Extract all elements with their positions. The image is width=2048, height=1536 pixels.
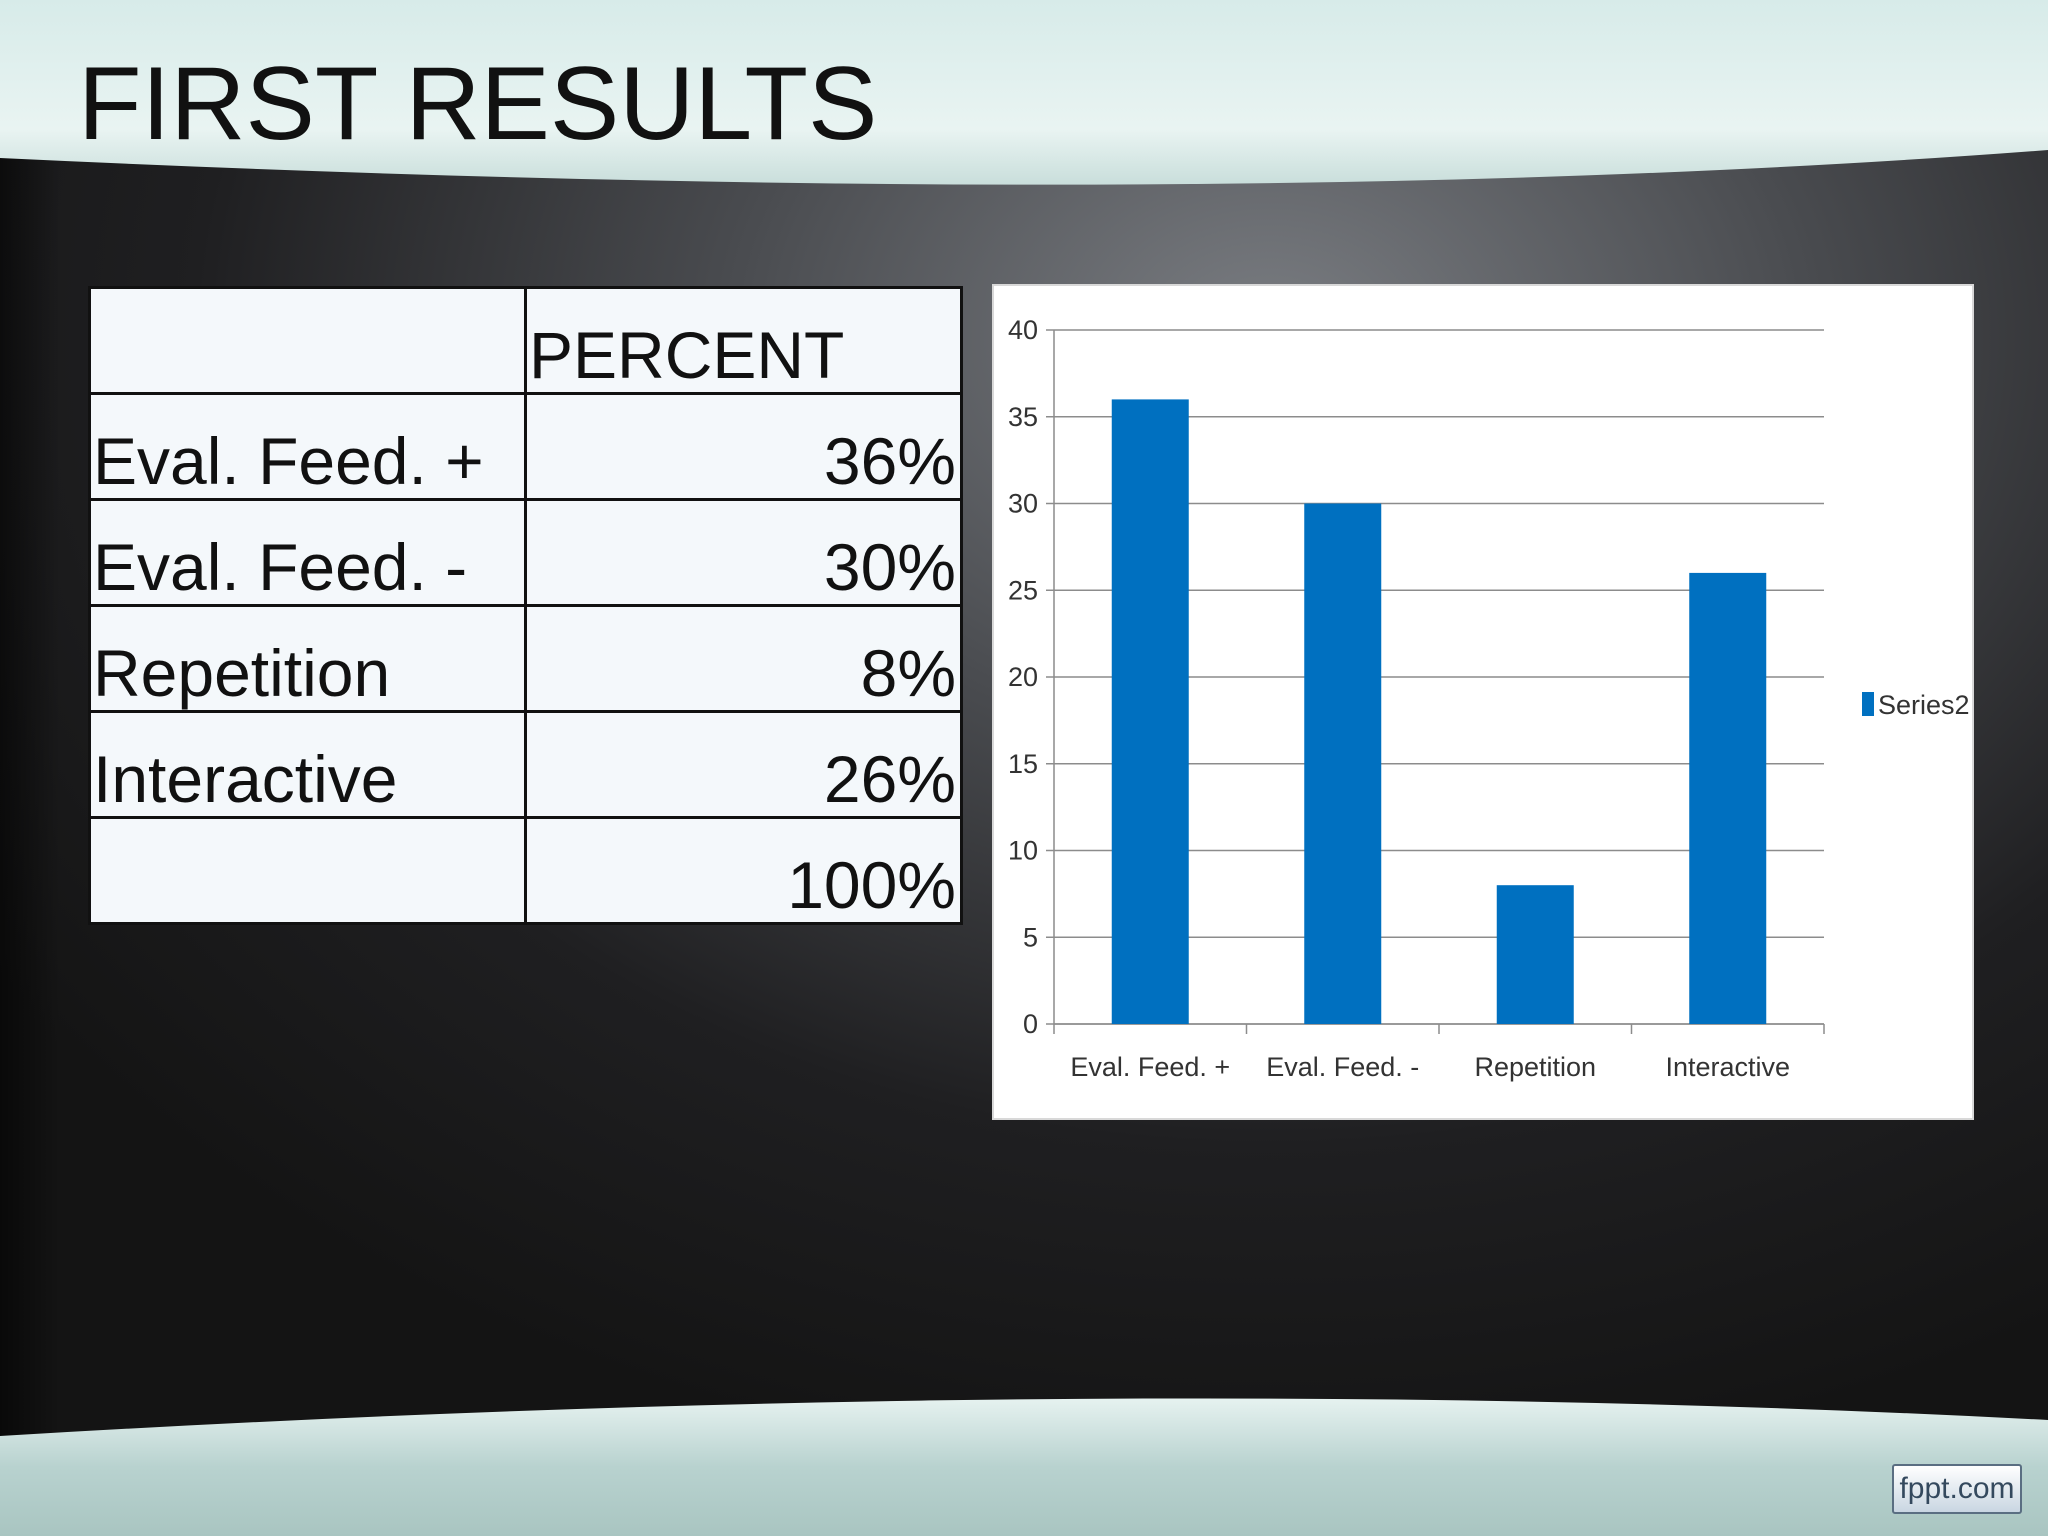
y-tick-label: 25 [1008, 575, 1038, 605]
table-row: Interactive 26% [88, 710, 963, 819]
table-header-row: PERCENT [88, 286, 963, 395]
bar [1111, 399, 1189, 1024]
table-row-value: 30% [524, 498, 963, 607]
legend-swatch [1862, 692, 1874, 716]
table-total-row: 100% [88, 816, 963, 925]
fppt-watermark: fppt.com [1892, 1464, 2022, 1514]
table-row: Repetition 8% [88, 604, 963, 713]
y-tick-label: 5 [1023, 922, 1038, 952]
results-table: PERCENT Eval. Feed. + 36% Eval. Feed. - … [88, 286, 963, 925]
table-total-value: 100% [524, 816, 963, 925]
y-tick-label: 10 [1008, 836, 1038, 866]
x-category-label: Interactive [1665, 1052, 1790, 1082]
table-row: Eval. Feed. - 30% [88, 498, 963, 607]
table-row-label: Eval. Feed. - [88, 498, 527, 607]
table-header-cell [88, 286, 527, 395]
table-row-label: Eval. Feed. + [88, 392, 527, 501]
y-tick-label: 0 [1023, 1009, 1038, 1039]
bar [1496, 885, 1574, 1024]
bar [1689, 572, 1767, 1024]
legend-label: Series2 [1878, 690, 1970, 720]
y-tick-label: 35 [1008, 402, 1038, 432]
y-tick-label: 15 [1008, 749, 1038, 779]
slide-title: FIRST RESULTS [78, 46, 878, 162]
y-tick-label: 40 [1008, 315, 1038, 345]
table-total-label [88, 816, 527, 925]
bar [1304, 503, 1382, 1024]
table-row-value: 8% [524, 604, 963, 713]
x-category-label: Eval. Feed. - [1266, 1052, 1419, 1082]
table-row-label: Repetition [88, 604, 527, 713]
x-category-label: Repetition [1474, 1052, 1596, 1082]
table-row-value: 26% [524, 710, 963, 819]
table-row: Eval. Feed. + 36% [88, 392, 963, 501]
y-tick-label: 30 [1008, 489, 1038, 519]
bar-chart: 0 5 10 15 20 25 30 35 40 Eval. Feed. + Eval. Feed.… [1008, 315, 1970, 1082]
y-tick-label: 20 [1008, 662, 1038, 692]
table-row-value: 36% [524, 392, 963, 501]
x-category-label: Eval. Feed. + [1070, 1052, 1230, 1082]
table-header-percent: PERCENT [524, 286, 963, 395]
bar-chart-panel: 0 5 10 15 20 25 30 35 40 Eval. Feed. + Eval. Feed.… [992, 284, 1974, 1120]
table-row-label: Interactive [88, 710, 527, 819]
